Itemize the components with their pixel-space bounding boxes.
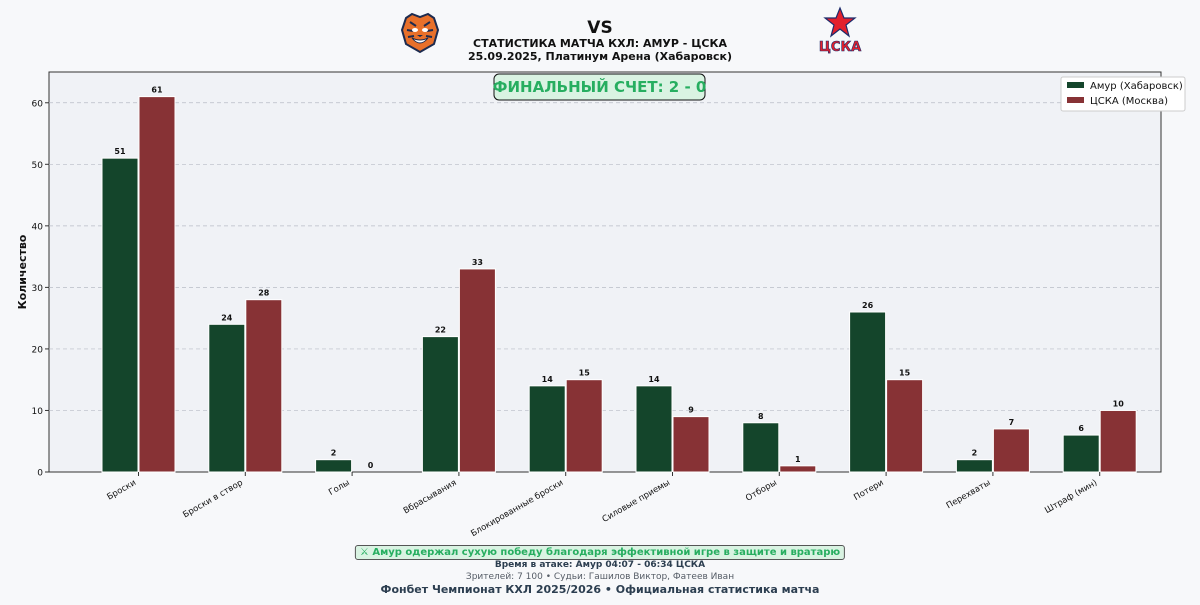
bar-cska	[672, 416, 710, 473]
bar-cska	[245, 299, 283, 473]
cska-logo: ЦСКА	[819, 6, 861, 54]
y-tick-label: 0	[37, 469, 43, 479]
match-subtitle: 25.09.2025, Платинум Арена (Хабаровск)	[467, 50, 733, 63]
bar-value-label: 14	[648, 375, 660, 384]
bar-value-label: 26	[862, 301, 874, 310]
x-tick-label: Блокированные броски	[469, 478, 565, 539]
legend-swatch-amur	[1067, 82, 1084, 88]
bar-value-label: 33	[472, 258, 483, 267]
vs-label: VS	[587, 18, 613, 38]
bar-value-label: 0	[368, 461, 374, 470]
bar-value-label: 10	[1113, 399, 1125, 408]
bar-value-label: 8	[758, 412, 764, 421]
bar-amur	[101, 157, 139, 473]
legend-label-cska: ЦСКА (Москва)	[1090, 96, 1168, 107]
bar-amur	[528, 385, 566, 473]
bar-amur	[849, 311, 887, 473]
bar-value-label: 2	[331, 449, 337, 458]
bar-amur	[208, 323, 246, 473]
bar-amur	[315, 459, 353, 473]
bar-value-label: 14	[542, 375, 554, 384]
bar-amur	[742, 422, 780, 473]
y-tick-label: 40	[32, 222, 44, 232]
bar-value-label: 2	[972, 449, 978, 458]
x-tick-label: Отборы	[744, 478, 779, 504]
bar-value-label: 6	[1078, 424, 1084, 433]
legend-label-amur: Амур (Хабаровск)	[1090, 81, 1183, 92]
bar-value-label: 7	[1009, 418, 1015, 427]
championship-label: Фонбет Чемпионат КХЛ 2025/2026 • Официал…	[380, 583, 820, 596]
summary-badge: ⚔ Амур одержал сухую победу благодаря эф…	[354, 545, 846, 560]
bar-cska	[138, 96, 176, 473]
bar-cska	[565, 379, 603, 473]
y-axis-label: Количество	[16, 234, 29, 309]
final-score: ФИНАЛЬНЫЙ СЧЕТ: 2 - 0	[493, 77, 707, 96]
bar-amur	[635, 385, 673, 473]
bar-cska	[458, 268, 496, 473]
x-tick-label: Броски в створ	[181, 478, 244, 520]
x-tick-label: Потери	[852, 478, 885, 503]
score-box	[493, 73, 706, 101]
legend-swatch-cska	[1067, 97, 1084, 103]
y-tick-label: 10	[32, 407, 44, 417]
x-tick-label: Вбрасывания	[402, 478, 459, 516]
bar-cska	[886, 379, 924, 473]
bar-value-label: 15	[579, 369, 591, 378]
x-tick-label: Голы	[327, 478, 352, 498]
bar-cska	[1099, 409, 1137, 473]
bar-value-label: 15	[899, 369, 911, 378]
bar-value-label: 22	[435, 326, 446, 335]
x-tick-label: Перехваты	[945, 478, 993, 511]
bar-value-label: 24	[221, 313, 233, 322]
bar-amur	[421, 336, 459, 473]
amur-logo	[400, 12, 440, 54]
legend: Амур (Хабаровск) ЦСКА (Москва)	[1060, 76, 1186, 112]
bar-amur	[1062, 434, 1100, 473]
bar-value-label: 61	[151, 86, 163, 95]
attack-time: Время в атаке: Амур 04:07 - 06:34 ЦСКА	[494, 560, 706, 570]
y-tick-label: 50	[32, 161, 44, 171]
x-tick-label: Броски	[105, 478, 138, 503]
bar-cska	[779, 465, 817, 473]
y-tick-label: 60	[32, 99, 44, 109]
bar-value-label: 28	[258, 289, 270, 298]
y-tick-label: 30	[32, 284, 44, 294]
y-tick-label: 20	[32, 345, 44, 355]
bar-value-label: 1	[795, 455, 801, 464]
bar-value-label: 51	[114, 147, 126, 156]
x-tick-label: Силовые приемы	[601, 478, 672, 525]
match-info: Зрителей: 7 100 • Судьи: Гашилов Виктор,…	[465, 572, 735, 582]
bar-cska	[992, 428, 1030, 473]
bar-amur	[955, 459, 993, 473]
cska-logo-text: ЦСКА	[819, 40, 861, 54]
x-tick-label: Штраф (мин)	[1043, 478, 1099, 516]
bar-value-label: 9	[688, 406, 694, 415]
match-title: СТАТИСТИКА МАТЧА КХЛ: АМУР - ЦСКА	[473, 37, 727, 50]
